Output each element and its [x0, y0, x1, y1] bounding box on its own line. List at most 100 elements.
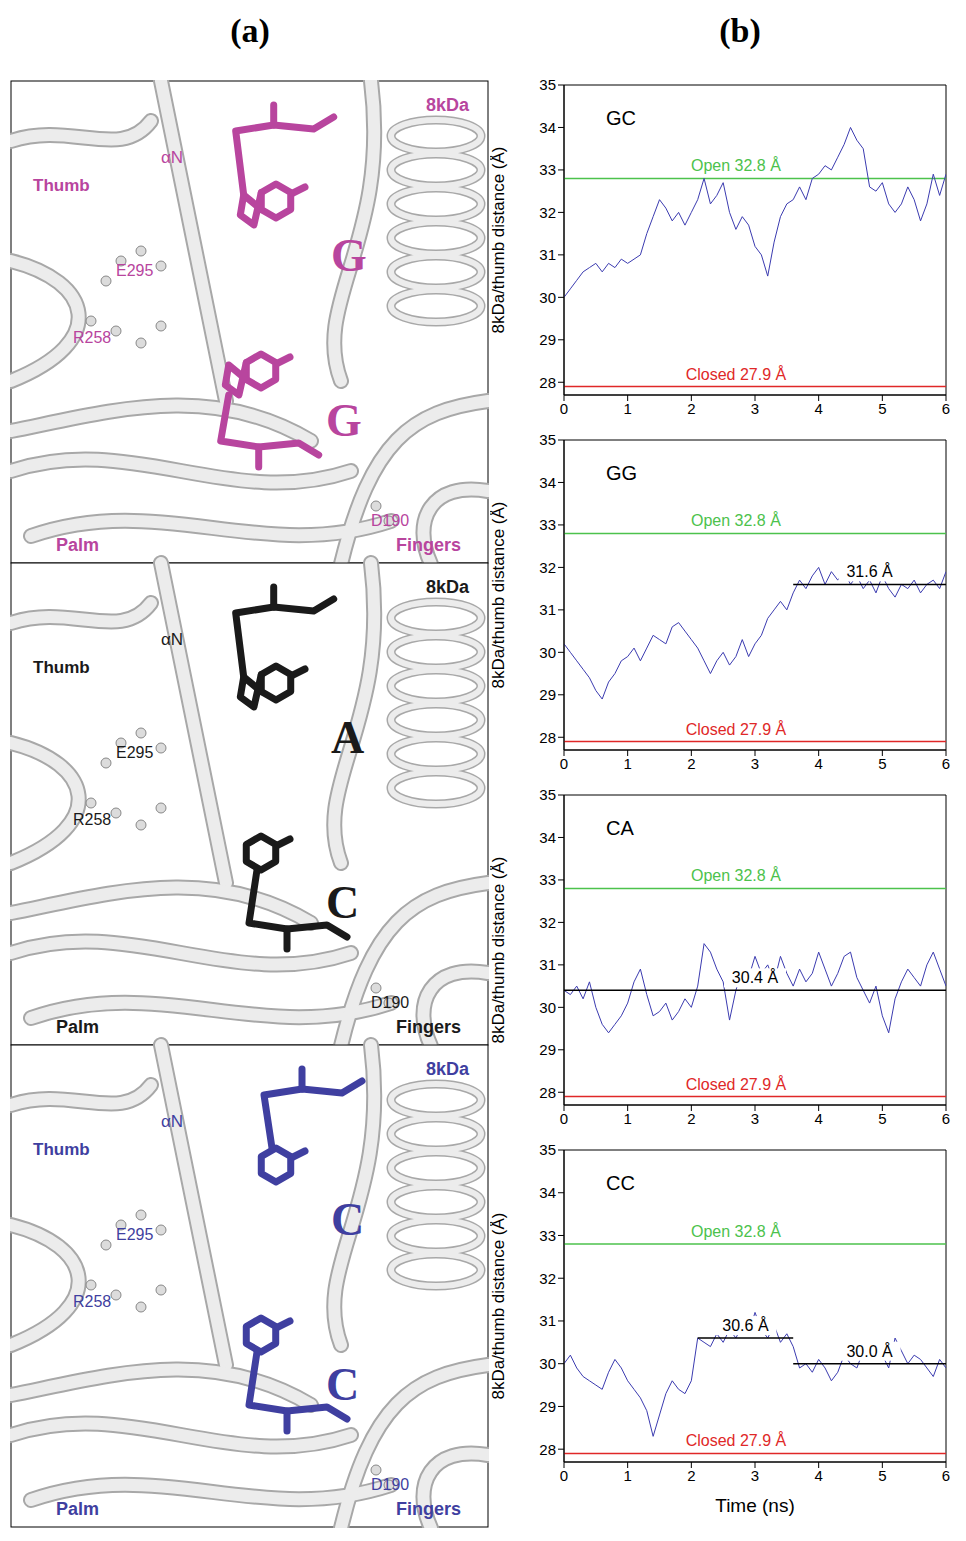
svg-text:8kDa/thumb distance (Å): 8kDa/thumb distance (Å)	[490, 1212, 508, 1399]
svg-text:4: 4	[814, 1110, 822, 1127]
svg-text:30: 30	[539, 999, 556, 1016]
svg-text:6: 6	[942, 755, 950, 772]
svg-text:35: 35	[539, 1141, 556, 1158]
svg-text:33: 33	[539, 516, 556, 533]
svg-text:30: 30	[539, 1355, 556, 1372]
svg-text:E295: E295	[116, 1226, 153, 1243]
svg-text:32: 32	[539, 204, 556, 221]
svg-text:30.0 Å: 30.0 Å	[846, 1342, 893, 1360]
svg-text:31: 31	[539, 246, 556, 263]
svg-text:2: 2	[687, 1110, 695, 1127]
svg-text:Palm: Palm	[56, 1499, 99, 1519]
svg-text:Open 32.8 Å: Open 32.8 Å	[691, 1222, 781, 1240]
svg-text:0: 0	[560, 1110, 568, 1127]
svg-text:6: 6	[942, 1110, 950, 1127]
svg-text:Closed 27.9 Å: Closed 27.9 Å	[686, 365, 787, 383]
svg-text:30: 30	[539, 644, 556, 661]
svg-text:8kDa/thumb distance (Å): 8kDa/thumb distance (Å)	[490, 501, 508, 688]
svg-text:Open 32.8 Å: Open 32.8 Å	[691, 866, 781, 884]
svg-text:33: 33	[539, 871, 556, 888]
svg-text:28: 28	[539, 374, 556, 391]
svg-text:C: C	[326, 1359, 359, 1410]
svg-text:1: 1	[623, 755, 631, 772]
svg-text:D190: D190	[371, 994, 409, 1011]
svg-text:8kDa: 8kDa	[426, 1059, 470, 1079]
svg-text:Thumb: Thumb	[33, 658, 90, 677]
svg-text:29: 29	[539, 1398, 556, 1415]
svg-text:0: 0	[560, 400, 568, 417]
svg-text:Open 32.8 Å: Open 32.8 Å	[691, 511, 781, 529]
svg-text:Open 32.8 Å: Open 32.8 Å	[691, 156, 781, 174]
svg-text:Time (ns): Time (ns)	[715, 1495, 795, 1516]
svg-text:A: A	[331, 712, 364, 763]
svg-text:33: 33	[539, 161, 556, 178]
svg-text:8kDa/thumb distance (Å): 8kDa/thumb distance (Å)	[490, 146, 508, 333]
svg-text:Closed 27.9 Å: Closed 27.9 Å	[686, 1075, 787, 1093]
svg-text:E295: E295	[116, 744, 153, 761]
svg-text:5: 5	[878, 1110, 886, 1127]
svg-text:6: 6	[942, 1467, 950, 1484]
svg-text:αN: αN	[161, 1112, 183, 1131]
svg-text:2: 2	[687, 755, 695, 772]
svg-text:34: 34	[539, 474, 556, 491]
svg-text:3: 3	[751, 1467, 759, 1484]
svg-text:1: 1	[623, 1110, 631, 1127]
svg-text:G: G	[326, 395, 362, 446]
svg-text:4: 4	[814, 1467, 822, 1484]
svg-text:D190: D190	[371, 512, 409, 529]
svg-text:4: 4	[814, 755, 822, 772]
svg-text:R258: R258	[73, 329, 111, 346]
svg-text:34: 34	[539, 1184, 556, 1201]
svg-text:32: 32	[539, 1270, 556, 1287]
svg-text:34: 34	[539, 119, 556, 136]
svg-text:33: 33	[539, 1227, 556, 1244]
svg-text:31: 31	[539, 1312, 556, 1329]
svg-text:35: 35	[539, 786, 556, 803]
svg-text:32: 32	[539, 559, 556, 576]
svg-text:5: 5	[878, 1467, 886, 1484]
svg-text:Fingers: Fingers	[396, 535, 461, 555]
svg-text:3: 3	[751, 400, 759, 417]
svg-text:C: C	[326, 877, 359, 928]
svg-text:1: 1	[623, 1467, 631, 1484]
svg-text:D190: D190	[371, 1476, 409, 1493]
svg-text:35: 35	[539, 431, 556, 448]
svg-text:E295: E295	[116, 262, 153, 279]
svg-text:30.6 Å: 30.6 Å	[722, 1316, 769, 1334]
svg-text:28: 28	[539, 1084, 556, 1101]
svg-text:0: 0	[560, 1467, 568, 1484]
svg-text:R258: R258	[73, 1293, 111, 1310]
svg-text:Thumb: Thumb	[33, 176, 90, 195]
svg-text:32: 32	[539, 914, 556, 931]
svg-text:αN: αN	[161, 148, 183, 167]
svg-text:30.4 Å: 30.4 Å	[732, 968, 779, 986]
svg-text:0: 0	[560, 755, 568, 772]
svg-text:Closed 27.9 Å: Closed 27.9 Å	[686, 720, 787, 738]
svg-text:1: 1	[623, 400, 631, 417]
svg-text:31: 31	[539, 601, 556, 618]
svg-text:28: 28	[539, 1441, 556, 1458]
svg-text:αN: αN	[161, 630, 183, 649]
svg-text:Closed 27.9 Å: Closed 27.9 Å	[686, 1431, 787, 1449]
svg-text:Thumb: Thumb	[33, 1140, 90, 1159]
svg-text:Palm: Palm	[56, 1017, 99, 1037]
svg-text:3: 3	[751, 1110, 759, 1127]
svg-text:28: 28	[539, 729, 556, 746]
svg-text:6: 6	[942, 400, 950, 417]
svg-text:29: 29	[539, 331, 556, 348]
svg-text:29: 29	[539, 686, 556, 703]
svg-text:8kDa: 8kDa	[426, 95, 470, 115]
svg-text:35: 35	[539, 76, 556, 93]
svg-text:30: 30	[539, 289, 556, 306]
svg-text:34: 34	[539, 829, 556, 846]
svg-text:Palm: Palm	[56, 535, 99, 555]
svg-text:3: 3	[751, 755, 759, 772]
svg-text:2: 2	[687, 1467, 695, 1484]
svg-text:31.6 Å: 31.6 Å	[846, 562, 893, 580]
svg-text:Fingers: Fingers	[396, 1499, 461, 1519]
svg-text:Fingers: Fingers	[396, 1017, 461, 1037]
svg-text:G: G	[331, 230, 367, 281]
svg-text:31: 31	[539, 956, 556, 973]
svg-text:2: 2	[687, 400, 695, 417]
svg-text:C: C	[331, 1194, 364, 1245]
